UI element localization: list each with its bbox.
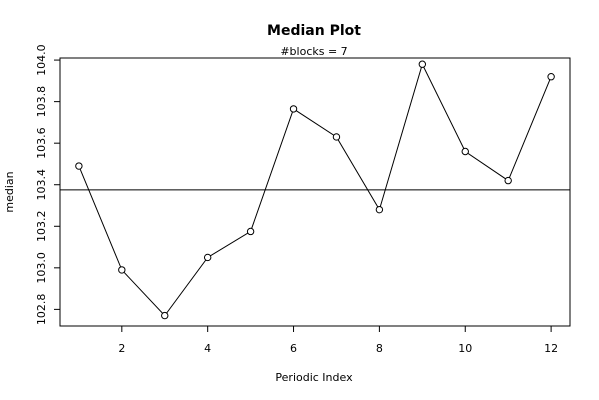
- data-point-6: [289, 105, 298, 113]
- series-line-median: [78, 62, 552, 317]
- data-point-10: [461, 147, 469, 156]
- y-tick-label-103.2: 103.2: [35, 211, 48, 243]
- x-axis: 2 4 6 8 10 12: [118, 326, 558, 355]
- plot-area-frame: [59, 57, 571, 327]
- data-point-8: [375, 205, 384, 214]
- y-tick-label-103.8: 103.8: [35, 86, 48, 118]
- y-tick-label-103.6: 103.6: [35, 127, 48, 159]
- data-point-4: [203, 253, 212, 262]
- x-tick-label-6: 6: [290, 342, 297, 355]
- x-tick-label-2: 2: [118, 342, 125, 355]
- x-tick-label-10: 10: [458, 342, 472, 355]
- y-tick-label-102.8: 102.8: [35, 294, 48, 326]
- data-point-11: [504, 176, 512, 185]
- chart-subtitle: #blocks = 7: [280, 45, 347, 58]
- x-tick-label-4: 4: [204, 342, 211, 355]
- data-point-9: [418, 60, 427, 68]
- y-tick-label-103.4: 103.4: [35, 169, 48, 201]
- data-point-7: [332, 133, 341, 141]
- data-points: [75, 60, 555, 320]
- y-tick-label-104.0: 104.0: [35, 44, 48, 75]
- data-point-12: [547, 72, 555, 81]
- data-point-5: [246, 227, 255, 236]
- y-axis-label: median: [3, 171, 16, 212]
- y-axis: 102.8 103.0 103.2 103.4 103.6 103.8 104.0: [35, 44, 60, 325]
- x-axis-label: Periodic Index: [275, 371, 353, 384]
- data-point-2: [118, 266, 126, 274]
- x-tick-label-8: 8: [376, 342, 383, 355]
- x-tick-label-12: 12: [544, 342, 558, 355]
- y-tick-label-103.0: 103.0: [35, 252, 48, 284]
- data-point-1: [75, 162, 83, 170]
- chart-title: Median Plot: [267, 23, 361, 39]
- data-point-3: [161, 311, 169, 320]
